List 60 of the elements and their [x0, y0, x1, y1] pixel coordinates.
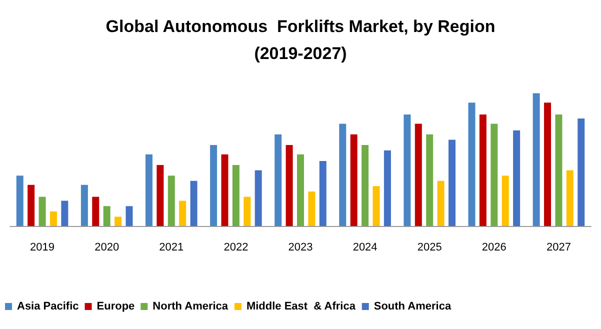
bar [490, 124, 498, 226]
bar [502, 176, 509, 226]
bar [232, 164, 240, 226]
bar [319, 160, 326, 226]
bar [578, 118, 585, 226]
bar [221, 154, 228, 226]
x-tick-label: 2024 [352, 242, 378, 254]
bar [339, 124, 346, 226]
bar [50, 211, 57, 226]
bar [372, 186, 380, 226]
bar [437, 180, 444, 226]
bar [362, 145, 369, 226]
bar [38, 196, 46, 226]
x-tick-label: 2019 [30, 242, 55, 254]
bar [168, 176, 175, 226]
bar [414, 124, 422, 226]
bar [114, 216, 122, 226]
x-tick-label: 2022 [224, 242, 248, 254]
legend-label: Asia Pacific [17, 300, 79, 312]
x-tick-label: 2026 [482, 242, 506, 254]
bar [297, 154, 304, 226]
x-tick-label: 2027 [546, 242, 571, 254]
bar [80, 184, 88, 226]
legend-label: Middle East & Africa [246, 300, 356, 312]
bar [426, 134, 434, 226]
chart-title: Global Autonomous Forklifts Market, by Region (2019-2027) [106, 17, 496, 63]
bar [350, 134, 358, 226]
bar [210, 145, 218, 226]
bar [513, 130, 520, 226]
bar [532, 93, 540, 226]
bar [179, 200, 186, 226]
bar [468, 102, 476, 226]
bar [16, 176, 24, 226]
bar [126, 206, 133, 226]
bar [244, 196, 251, 226]
x-tick-label: 2023 [288, 242, 313, 254]
bar [103, 206, 110, 226]
bar [92, 196, 100, 226]
legend-label: South America [374, 300, 452, 312]
bar [555, 114, 562, 226]
bar [308, 191, 316, 226]
bar [384, 150, 391, 226]
bar [544, 102, 552, 226]
bar [156, 164, 164, 226]
x-tick-label: 2020 [94, 242, 120, 254]
bar [448, 140, 456, 226]
legend-label: Europe [96, 300, 135, 312]
bar [61, 200, 68, 226]
bar [404, 114, 411, 226]
bar [286, 145, 293, 226]
bar [274, 134, 282, 226]
bar [566, 170, 574, 226]
bar [28, 184, 35, 226]
bar [254, 170, 262, 226]
legend-label: North America [152, 300, 229, 312]
bar [145, 154, 152, 226]
x-tick-label: 2021 [159, 242, 184, 254]
bar [479, 114, 486, 226]
bar [190, 180, 198, 226]
x-tick-label: 2025 [417, 242, 442, 254]
